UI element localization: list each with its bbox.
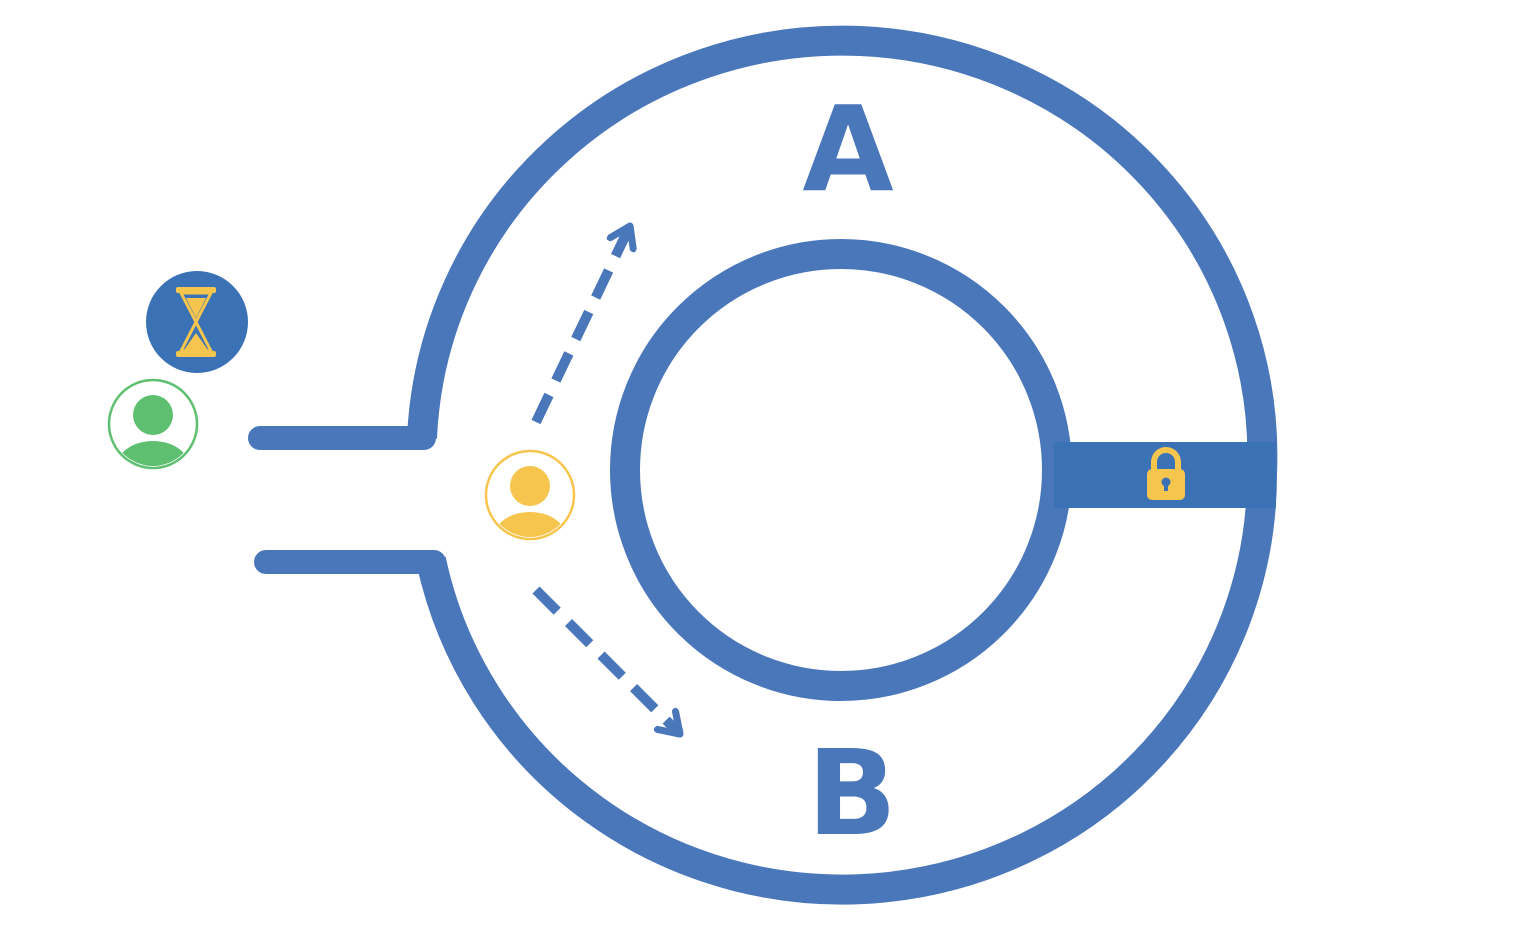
- inner-ring: [610, 239, 1072, 701]
- queued-person-icon: [107, 378, 199, 470]
- dashed-arrow-to-b: [532, 586, 684, 738]
- dashed-arrow-to-a: [531, 226, 630, 425]
- active-person-icon: [484, 449, 576, 541]
- region-label-b: B: [807, 724, 897, 862]
- waiting-badge: [146, 271, 248, 373]
- outer-ring-lower-arc: [416, 473, 1277, 905]
- lock-icon: [1147, 447, 1185, 500]
- hourglass-icon: [176, 287, 216, 357]
- region-label-a: A: [802, 80, 893, 218]
- outer-ring-upper-arc: [407, 25, 1278, 475]
